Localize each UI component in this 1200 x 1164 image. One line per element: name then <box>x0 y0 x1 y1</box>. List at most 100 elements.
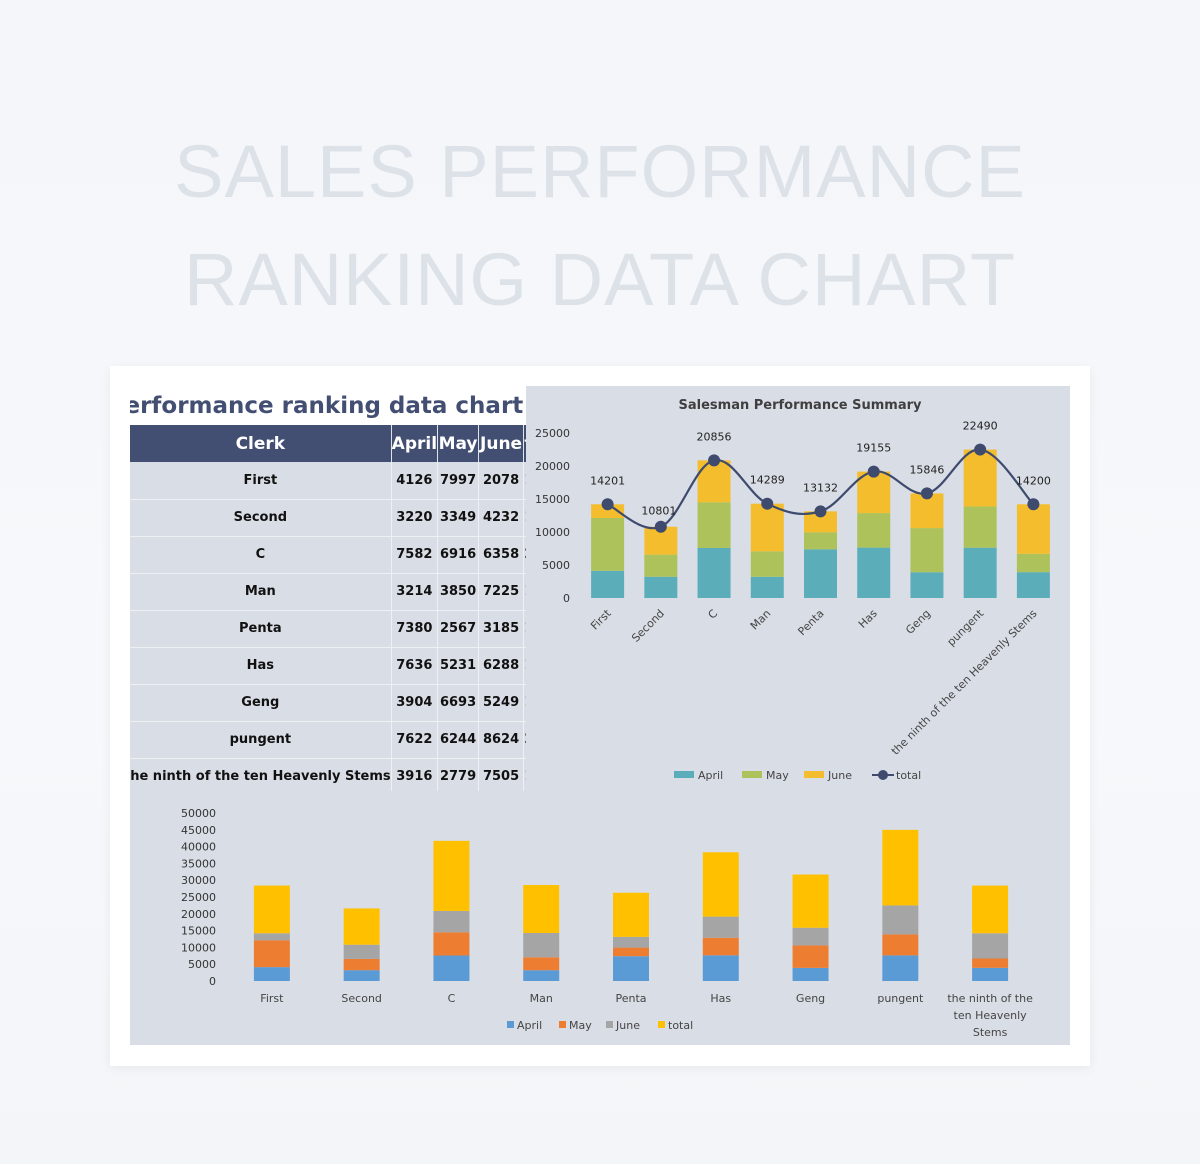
cell-june[interactable]: 6358 <box>478 536 525 574</box>
bar-april-has[interactable] <box>702 955 739 981</box>
total-point-geng[interactable] <box>920 487 933 500</box>
bar-may-second[interactable] <box>343 958 380 971</box>
bar-total-pungent[interactable] <box>882 829 919 906</box>
bar-total-man[interactable] <box>523 884 560 933</box>
cell-clerk[interactable]: Second <box>130 499 392 537</box>
bar-june-has[interactable] <box>702 916 739 938</box>
cell-june[interactable]: 3185 <box>478 610 525 648</box>
bar-april-geng[interactable] <box>792 967 829 981</box>
bar-june-first[interactable] <box>591 504 625 518</box>
cell-april[interactable]: 7582 <box>391 536 439 574</box>
bar-may-man[interactable] <box>750 551 784 577</box>
cell-may[interactable]: 6693 <box>437 684 480 722</box>
bar-april-man[interactable] <box>523 970 560 981</box>
cell-june[interactable]: 4232 <box>478 499 525 537</box>
bar-total-first[interactable] <box>253 885 290 934</box>
total-point-first[interactable] <box>601 498 614 511</box>
bar-may-first[interactable] <box>591 517 625 571</box>
bar-total-second[interactable] <box>343 908 380 945</box>
bar-april-second[interactable] <box>343 970 380 981</box>
bar-april-penta[interactable] <box>613 956 649 981</box>
bar-june-c[interactable] <box>433 910 470 933</box>
cell-clerk[interactable]: Has <box>130 647 392 685</box>
cell-clerk[interactable]: pungent <box>130 721 392 759</box>
bar-april-second[interactable] <box>644 576 678 598</box>
cell-may[interactable]: 6244 <box>437 721 480 759</box>
bar-may-has[interactable] <box>857 513 891 548</box>
bar-june-second[interactable] <box>343 944 380 959</box>
bar-may-geng[interactable] <box>792 945 829 968</box>
bar-april-man[interactable] <box>750 576 784 598</box>
total-point-second[interactable] <box>654 520 667 533</box>
header-june[interactable]: June <box>478 425 525 462</box>
cell-june[interactable]: 8624 <box>478 721 525 759</box>
bar-may-penta[interactable] <box>804 532 837 550</box>
bar-may-first[interactable] <box>253 940 290 968</box>
cell-june[interactable]: 5249 <box>478 684 525 722</box>
cell-april[interactable]: 7622 <box>391 721 439 759</box>
total-point-the-ninth-of-the-ten-heavenly-stems[interactable] <box>1027 498 1040 511</box>
cell-clerk[interactable]: C <box>130 536 392 574</box>
bar-june-first[interactable] <box>253 933 290 941</box>
bar-april-the-ninth-of-the-ten-heavenly-stems[interactable] <box>1016 572 1050 598</box>
bar-april-pungent[interactable] <box>963 547 997 598</box>
cell-june[interactable]: 7505 <box>478 758 525 796</box>
cell-clerk[interactable]: First <box>130 462 392 500</box>
cell-clerk[interactable]: Man <box>130 573 392 611</box>
bar-june-penta[interactable] <box>613 936 649 948</box>
header-may[interactable]: May <box>437 425 480 462</box>
cell-may[interactable]: 2567 <box>437 610 480 648</box>
bar-april-first[interactable] <box>591 570 625 598</box>
bar-june-pungent[interactable] <box>963 449 997 507</box>
bar-total-has[interactable] <box>702 852 739 917</box>
cell-clerk[interactable]: Penta <box>130 610 392 648</box>
cell-may[interactable]: 5231 <box>437 647 480 685</box>
header-april[interactable]: April <box>391 425 439 462</box>
header-clerk[interactable]: Clerk <box>130 425 392 462</box>
bar-april-has[interactable] <box>857 547 891 598</box>
cell-june[interactable]: 7225 <box>478 573 525 611</box>
cell-april[interactable]: 7380 <box>391 610 439 648</box>
cell-april[interactable]: 3904 <box>391 684 439 722</box>
bar-june-geng[interactable] <box>792 927 829 946</box>
bar-may-man[interactable] <box>523 957 560 971</box>
total-point-man[interactable] <box>761 497 774 510</box>
bar-total-c[interactable] <box>433 840 470 911</box>
bar-april-first[interactable] <box>253 967 290 981</box>
bar-may-pungent[interactable] <box>882 934 919 956</box>
bar-june-pungent[interactable] <box>882 905 919 935</box>
bar-june-has[interactable] <box>857 471 891 514</box>
total-point-pungent[interactable] <box>974 443 987 456</box>
cell-may[interactable]: 3850 <box>437 573 480 611</box>
bar-april-pungent[interactable] <box>882 955 919 981</box>
bar-june-penta[interactable] <box>804 511 837 533</box>
bar-april-c[interactable] <box>697 547 731 598</box>
total-point-c[interactable] <box>708 454 721 467</box>
bar-may-c[interactable] <box>697 502 731 548</box>
bar-total-the-ninth-of-the-ten-heavenly-stems[interactable] <box>972 885 1009 934</box>
bar-may-the-ninth-of-the-ten-heavenly-stems[interactable] <box>972 958 1009 968</box>
total-point-has[interactable] <box>867 465 880 478</box>
bar-april-penta[interactable] <box>804 549 837 598</box>
cell-april[interactable]: 3916 <box>391 758 439 796</box>
bar-june-man[interactable] <box>523 932 560 958</box>
cell-april[interactable]: 3214 <box>391 573 439 611</box>
cell-may[interactable]: 2779 <box>437 758 480 796</box>
cell-june[interactable]: 2078 <box>478 462 525 500</box>
bar-april-the-ninth-of-the-ten-heavenly-stems[interactable] <box>972 967 1009 981</box>
cell-april[interactable]: 7636 <box>391 647 439 685</box>
bar-may-second[interactable] <box>644 554 678 577</box>
bar-may-geng[interactable] <box>910 528 944 573</box>
cell-clerk[interactable]: Geng <box>130 684 392 722</box>
bar-june-the-ninth-of-the-ten-heavenly-stems[interactable] <box>972 933 1009 959</box>
cell-clerk[interactable]: the ninth of the ten Heavenly Stems <box>130 758 392 796</box>
bar-june-c[interactable] <box>697 460 731 503</box>
cell-may[interactable]: 3349 <box>437 499 480 537</box>
cell-june[interactable]: 6288 <box>478 647 525 685</box>
bar-april-c[interactable] <box>433 955 470 981</box>
bar-may-c[interactable] <box>433 932 470 956</box>
cell-april[interactable]: 3220 <box>391 499 439 537</box>
bar-june-man[interactable] <box>750 503 784 552</box>
total-point-penta[interactable] <box>814 505 827 518</box>
cell-april[interactable]: 4126 <box>391 462 439 500</box>
